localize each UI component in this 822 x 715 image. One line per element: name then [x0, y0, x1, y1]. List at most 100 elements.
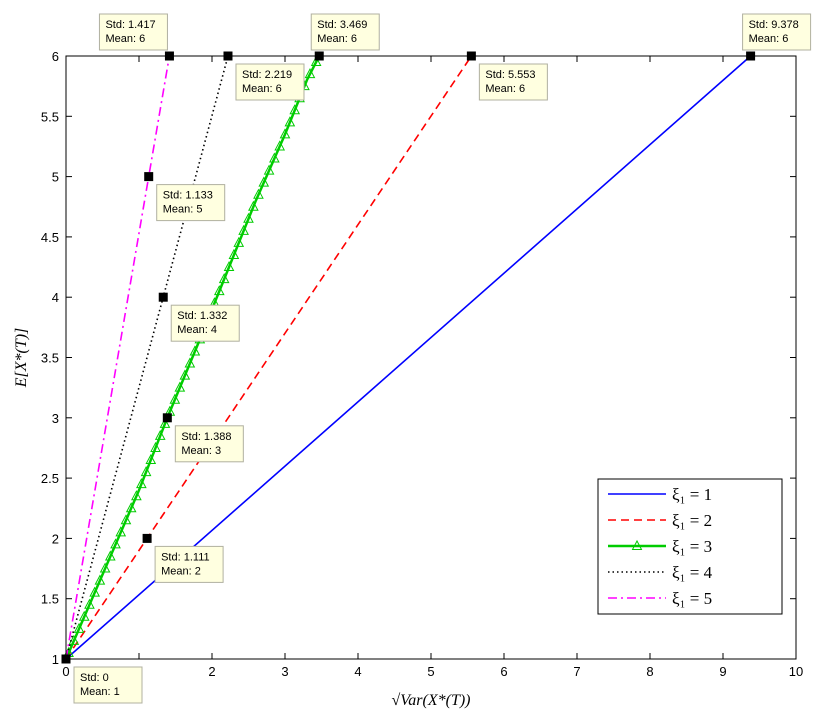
series-marker-3 [131, 490, 142, 501]
datatip-box [478, 63, 548, 101]
y-tick-label: 6 [52, 49, 59, 64]
series-marker-3 [78, 610, 90, 621]
y-tick-label: 2 [52, 531, 59, 546]
y-tick-label: 5.5 [41, 109, 59, 124]
datatip-mean: Mean: 6 [749, 33, 789, 45]
datatip-marker [314, 51, 324, 61]
series-marker-3 [289, 104, 301, 115]
y-tick-label: 2.5 [41, 471, 59, 486]
series-marker-3 [110, 538, 121, 549]
x-tick-label: 0 [62, 664, 69, 679]
y-tick-label: 4.5 [41, 230, 59, 245]
datatip-box [154, 545, 224, 583]
series-marker-3 [223, 260, 235, 272]
series-marker-3 [150, 441, 161, 452]
datatip-marker [162, 413, 172, 423]
datatip-mean: Mean: 5 [163, 204, 203, 216]
series-marker-3 [253, 188, 264, 199]
datatip-box [98, 13, 168, 51]
series-marker-3 [248, 200, 259, 211]
series-marker-3 [269, 152, 280, 163]
x-tick-label: 7 [573, 664, 580, 679]
y-tick-label: 1.5 [41, 592, 59, 607]
datatip-box [156, 184, 226, 222]
legend-label-4: ξ₁ = 4 [672, 563, 713, 582]
y-axis-label: E[X*(T)] [13, 328, 30, 389]
series-marker-3 [73, 622, 85, 633]
datatip-box [742, 13, 812, 51]
datatip-std: Std: 2.219 [242, 69, 292, 81]
series-marker-3 [115, 526, 127, 537]
series-marker-3 [310, 55, 322, 67]
datatip-std: Std: 1.388 [181, 431, 231, 443]
datatip-marker [142, 533, 152, 543]
series-marker-3 [238, 224, 249, 235]
series-marker-3 [154, 429, 166, 440]
series-line-2 [65, 55, 473, 660]
series-marker-3 [159, 417, 171, 428]
datatip-marker [223, 51, 233, 61]
legend: ξ₁ = 1 ξ₁ = 2 ξ₁ = 3 ξ₁ = 4 ξ₁ = 5 [597, 478, 783, 615]
legend-label-5: ξ₁ = 5 [672, 589, 712, 608]
legend-label-2: ξ₁ = 2 [672, 511, 712, 530]
series-marker-3 [279, 128, 291, 139]
datatip-marker [158, 292, 168, 302]
datatip-mean: Mean: 6 [317, 33, 357, 45]
series-marker-3 [218, 273, 230, 284]
datatip-marker [61, 654, 71, 664]
series-marker-3 [89, 586, 101, 597]
series-line-5 [65, 55, 171, 660]
series-marker-3 [274, 140, 286, 151]
datatip-std: Std: 3.469 [317, 19, 367, 31]
series-marker-3 [189, 345, 201, 356]
series-marker-3 [68, 634, 80, 645]
datatip-mean: Mean: 1 [80, 686, 120, 698]
x-tick-label: 10 [789, 664, 803, 679]
y-tick-label: 3.5 [41, 351, 59, 366]
x-tick-label: 3 [281, 664, 288, 679]
series-marker-3 [120, 514, 132, 525]
datatip-marker [144, 172, 154, 182]
x-tick-label: 6 [500, 664, 507, 679]
datatip-box [170, 304, 240, 342]
series-marker-3 [104, 550, 116, 561]
series-marker-3 [258, 176, 270, 187]
datatip-mean: Mean: 2 [161, 565, 201, 577]
series-marker-3 [213, 285, 225, 296]
series-marker-3 [179, 369, 191, 380]
datatip-mean: Mean: 6 [242, 83, 282, 95]
series-marker-3 [94, 574, 106, 585]
series-marker-3 [233, 236, 245, 247]
datatip-std: Std: 9.378 [749, 19, 799, 31]
x-tick-label: 4 [354, 664, 361, 679]
datatip-box [310, 13, 380, 51]
x-tick-label: 5 [427, 664, 434, 679]
series-marker-3 [304, 68, 316, 79]
legend-label-1: ξ₁ = 1 [672, 485, 712, 504]
datatip-std: Std: 0 [80, 672, 109, 684]
series-marker-3 [99, 562, 111, 573]
datatip-std: Std: 1.417 [105, 19, 155, 31]
x-tick-label: 8 [646, 664, 653, 679]
series-marker-3 [169, 393, 181, 404]
legend-label-3: ξ₁ = 3 [672, 537, 712, 556]
series-marker-3 [136, 478, 147, 489]
datatip-marker [164, 51, 174, 61]
series-marker-3 [263, 164, 275, 175]
datatip-std: Std: 1.332 [177, 310, 227, 322]
series-marker-3 [184, 357, 196, 368]
datatip-layer: Std: 0 Mean: 1 Std: 1.111 Mean: 2 Std: 1.388… [61, 13, 812, 704]
datatip-box [174, 425, 244, 463]
series-marker-3 [84, 598, 95, 609]
datatip-mean: Mean: 3 [181, 445, 221, 457]
series-marker-3 [140, 466, 152, 477]
series-marker-3 [243, 212, 254, 223]
series-marker-3 [125, 502, 137, 513]
datatip-mean: Mean: 6 [105, 33, 145, 45]
series-marker-3 [284, 116, 296, 127]
x-tick-label: 2 [208, 664, 215, 679]
datatip-marker [746, 51, 756, 61]
y-tick-label: 3 [52, 411, 59, 426]
series-marker-3 [228, 248, 240, 259]
